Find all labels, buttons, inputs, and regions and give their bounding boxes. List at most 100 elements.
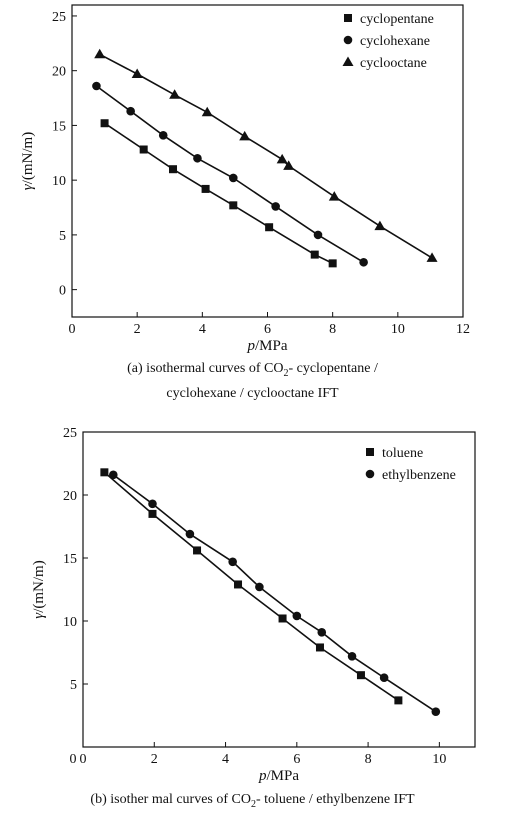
series-cyclopentane xyxy=(100,119,337,268)
data-point-cyclopentane xyxy=(201,184,210,193)
data-point-cyclopentane xyxy=(265,223,274,232)
legend-marker-cyclopentane xyxy=(344,14,352,22)
x-tick-label-b: 4 xyxy=(222,752,229,767)
data-point-cyclohexane xyxy=(158,130,168,140)
data-point-cyclopentane xyxy=(229,201,238,210)
legend-item-cyclooctane: cyclooctane xyxy=(342,56,427,71)
data-point-cyclohexane xyxy=(228,173,238,183)
data-point-ethylbenzene xyxy=(228,557,237,567)
data-point-cyclohexane xyxy=(271,202,280,211)
legend-label-ethylbenzene: ethylbenzene xyxy=(382,468,456,483)
legend-item-toluene: toluene xyxy=(366,446,423,461)
data-point-ethylbenzene xyxy=(379,673,389,682)
y-tick-label-b: 10 xyxy=(63,615,77,630)
caption-a-line1-prefix: (a) isothermal curves of CO xyxy=(127,361,284,376)
caption-a-line1-sub: 2 xyxy=(283,367,289,379)
legend-label-toluene: toluene xyxy=(382,446,423,461)
legend-item-cyclopentane: cyclopentane xyxy=(344,12,434,27)
y-axis-label-b: γ/(mN/m) xyxy=(31,560,47,618)
caption-b-prefix: (b) isother mal curves of CO xyxy=(90,792,251,807)
data-point-cyclooctane xyxy=(239,130,251,141)
data-point-cyclohexane xyxy=(313,230,323,240)
data-point-ethylbenzene xyxy=(185,529,195,539)
legend-marker-cyclohexane xyxy=(343,35,353,45)
x-tick-label-a: 8 xyxy=(329,322,336,337)
data-point-cyclooctane xyxy=(131,68,143,78)
caption-a-line1-suffix: - cyclopentane / xyxy=(288,361,378,376)
data-point-toluene xyxy=(315,643,324,652)
data-point-toluene xyxy=(148,509,157,518)
x-tick-label-a: 4 xyxy=(199,322,206,337)
legend-marker-toluene xyxy=(366,448,374,456)
data-point-toluene xyxy=(193,546,202,555)
data-point-cyclopentane xyxy=(169,165,178,174)
legend-marker-cyclooctane xyxy=(342,56,354,66)
series-line-ethylbenzene xyxy=(112,474,437,713)
series-line-cyclohexane xyxy=(95,85,365,263)
y-axis-label-a: γ/(mN/m) xyxy=(20,132,36,190)
x-tick-label-b: 6 xyxy=(293,752,300,767)
series-toluene xyxy=(100,468,403,705)
y-tick-label-b: 5 xyxy=(70,678,77,693)
x-tick-label-b: 8 xyxy=(365,752,372,767)
series-line-cyclopentane xyxy=(104,122,334,265)
data-point-cyclooctane xyxy=(276,153,288,164)
x-tick-label-a: 6 xyxy=(264,322,271,337)
y-tick-label-a: 25 xyxy=(52,10,66,25)
caption-a: (a) isothermal curves of CO2- cyclopenta… xyxy=(0,359,505,404)
y-tick-label-a: 15 xyxy=(52,119,66,134)
data-point-cyclopentane xyxy=(310,250,319,259)
legend-label-cyclopentane: cyclopentane xyxy=(360,12,434,27)
data-point-cyclooctane xyxy=(374,220,386,231)
data-point-ethylbenzene xyxy=(317,628,327,637)
caption-b: (b) isother mal curves of CO2- toluene /… xyxy=(0,790,505,815)
series-line-toluene xyxy=(103,471,399,702)
data-point-ethylbenzene xyxy=(347,651,357,661)
legend-item-cyclohexane: cyclohexane xyxy=(343,34,430,49)
series-cyclooctane xyxy=(94,48,438,262)
caption-b-sub: 2 xyxy=(250,798,256,810)
data-point-toluene xyxy=(234,580,243,589)
data-point-ethylbenzene xyxy=(431,707,441,717)
x-origin-label-b: 0 xyxy=(70,752,77,767)
x-axis-label-b: p/MPa xyxy=(258,768,299,784)
y-tick-label-b: 25 xyxy=(63,426,77,441)
data-point-cyclooctane xyxy=(94,48,106,59)
x-axis-label-a: p/MPa xyxy=(246,338,287,354)
data-point-cyclopentane xyxy=(100,119,109,128)
data-point-cyclohexane xyxy=(92,81,101,91)
data-point-cyclopentane xyxy=(139,145,148,154)
series-ethylbenzene xyxy=(108,470,441,717)
x-tick-label-b: 0 xyxy=(80,752,87,767)
plot-frame-a xyxy=(71,4,464,318)
legend-label-cyclooctane: cyclooctane xyxy=(360,56,427,71)
data-point-cyclohexane xyxy=(359,257,368,267)
x-tick-label-a: 2 xyxy=(134,322,141,337)
series-line-cyclooctane xyxy=(99,53,433,259)
data-point-ethylbenzene xyxy=(108,470,118,480)
x-tick-label-b: 10 xyxy=(432,752,446,767)
data-point-ethylbenzene xyxy=(292,611,302,621)
caption-a-line2: cyclohexane / cyclooctane IFT xyxy=(166,385,339,401)
data-point-toluene xyxy=(356,671,365,680)
y-tick-label-a: 0 xyxy=(59,284,66,299)
x-tick-label-a: 0 xyxy=(69,322,76,337)
series-cyclohexane xyxy=(92,81,368,267)
data-point-cyclooctane xyxy=(169,89,181,99)
data-point-toluene xyxy=(278,614,287,623)
data-point-cyclooctane xyxy=(328,191,340,201)
data-point-cyclopentane xyxy=(328,259,337,268)
data-point-cyclooctane xyxy=(283,160,295,170)
plot-frame-b xyxy=(82,431,476,748)
data-point-cyclooctane xyxy=(426,252,438,262)
legend-marker-ethylbenzene xyxy=(365,469,375,479)
caption-b-suffix: - toluene / ethylbenzene IFT xyxy=(255,792,415,807)
chart-a: 0 2 4 6 8 10 12 0 5 10 15 20 25 p/MPa γ/(mN/m) cyclopen… xyxy=(20,4,470,354)
y-tick-label-b: 20 xyxy=(63,489,77,504)
chart-b: 0 2 4 6 8 10 5 10 15 20 25 p/MPa γ/(mN/m) toluene ethy… xyxy=(31,426,476,784)
x-tick-label-a: 12 xyxy=(456,322,470,337)
legend-item-ethylbenzene: ethylbenzene xyxy=(365,468,456,483)
data-point-ethylbenzene xyxy=(255,582,264,592)
data-point-toluene xyxy=(100,468,109,477)
